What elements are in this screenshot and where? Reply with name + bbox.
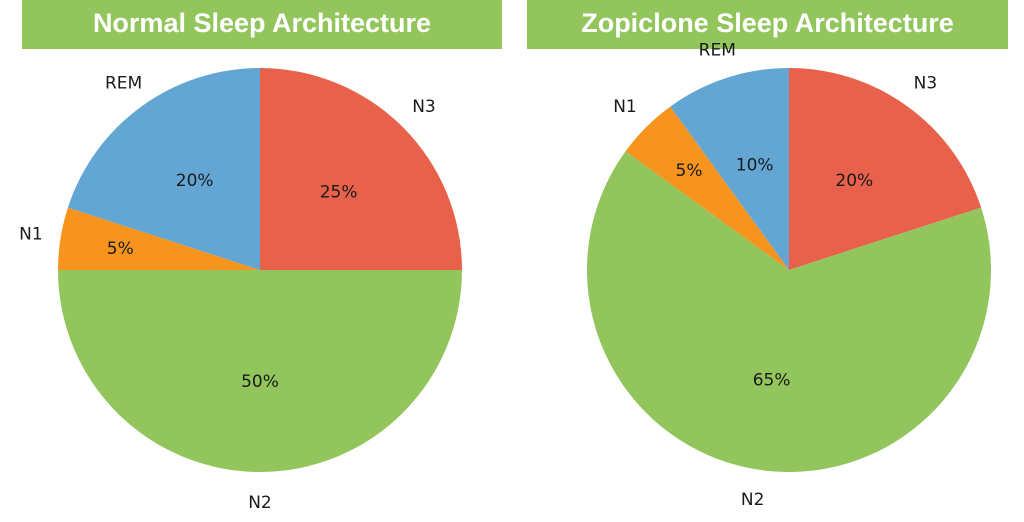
- category-label-zopiclone-n1: N1: [613, 97, 637, 117]
- data-label-normal-n2: 50%: [241, 372, 279, 392]
- pie-slice-zopiclone-rem: [670, 68, 789, 270]
- category-label-normal-rem: REM: [105, 73, 142, 93]
- chart-title-zopiclone: Zopiclone Sleep Architecture: [527, 0, 1008, 49]
- pie-slice-normal-n3: [260, 68, 462, 270]
- data-label-normal-rem: 20%: [176, 171, 214, 191]
- data-label-zopiclone-n1: 5%: [676, 161, 703, 181]
- category-label-zopiclone-n3: N3: [914, 73, 938, 93]
- category-label-zopiclone-n2: N2: [741, 490, 765, 510]
- pie-slice-zopiclone-n2: [586, 151, 991, 473]
- category-label-normal-n2: N2: [248, 493, 272, 513]
- pie-slice-zopiclone-n1: [625, 106, 789, 270]
- data-label-zopiclone-n2: 65%: [753, 371, 791, 391]
- chart-title-normal: Normal Sleep Architecture: [22, 0, 502, 49]
- category-label-normal-n1: N1: [19, 225, 43, 245]
- pie-slice-normal-rem: [67, 68, 260, 270]
- category-label-zopiclone-rem: REM: [699, 40, 736, 60]
- data-label-normal-n1: 5%: [107, 239, 134, 259]
- category-label-normal-n3: N3: [412, 97, 436, 117]
- pie-slice-zopiclone-n3: [789, 68, 982, 270]
- data-label-zopiclone-rem: 10%: [736, 155, 774, 175]
- pie-slice-normal-n1: [58, 207, 260, 270]
- data-label-normal-n3: 25%: [320, 182, 358, 202]
- data-label-zopiclone-n3: 20%: [835, 171, 873, 191]
- pie-slice-normal-n2: [58, 270, 462, 472]
